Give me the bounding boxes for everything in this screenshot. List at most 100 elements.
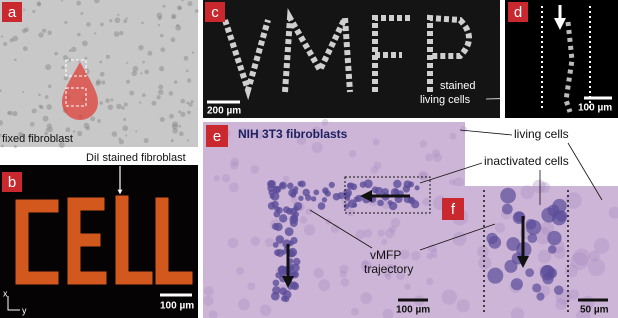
cell — [532, 283, 542, 293]
cell — [384, 228, 395, 239]
cell — [279, 182, 285, 188]
cell — [101, 80, 106, 85]
cell — [181, 0, 184, 2]
cell — [162, 4, 166, 8]
panel-label: c — [211, 4, 219, 21]
cell — [510, 278, 523, 291]
panel-label-box — [442, 198, 464, 220]
cell — [142, 93, 146, 97]
cell — [186, 101, 189, 105]
cell — [190, 100, 194, 104]
leader-line — [309, 209, 496, 251]
cell — [65, 127, 71, 133]
cell — [360, 292, 373, 304]
cell — [94, 32, 97, 35]
cell — [532, 179, 546, 194]
cell — [22, 46, 28, 52]
cell — [156, 12, 163, 19]
cell — [203, 286, 214, 297]
cell — [290, 192, 297, 198]
cell — [86, 22, 91, 27]
cell — [131, 70, 138, 77]
cell — [81, 40, 88, 47]
cell — [147, 50, 153, 56]
cell — [77, 130, 83, 137]
cell — [313, 267, 324, 279]
callout: stained — [440, 80, 475, 92]
cell — [340, 278, 350, 287]
cell — [305, 208, 313, 215]
cell — [510, 307, 525, 318]
cell — [377, 199, 384, 207]
cell — [68, 49, 72, 53]
cell — [183, 55, 189, 61]
cell — [7, 111, 11, 115]
cell — [116, 103, 122, 110]
callout: trajectory — [364, 262, 413, 276]
cell — [271, 200, 279, 209]
cell — [321, 197, 328, 203]
cell — [363, 179, 373, 189]
cell — [100, 22, 104, 27]
cell — [441, 289, 457, 305]
cell — [156, 95, 161, 100]
cell — [352, 202, 358, 208]
cell — [547, 230, 562, 246]
cell — [105, 54, 110, 59]
panel-label-box — [2, 2, 22, 22]
cell — [48, 84, 52, 88]
cell — [99, 71, 105, 77]
cell — [323, 189, 329, 195]
cell — [168, 91, 174, 96]
cell — [426, 252, 434, 260]
cell — [157, 24, 161, 27]
cell — [339, 264, 349, 274]
cell — [250, 165, 260, 174]
scale-bar-label: 50 µm — [580, 305, 609, 316]
cell — [230, 157, 240, 167]
image-background — [203, 122, 465, 318]
cell — [18, 131, 24, 138]
cell — [565, 192, 582, 209]
cell — [253, 130, 264, 141]
cell — [95, 80, 101, 86]
cell — [390, 218, 401, 228]
cell — [144, 69, 150, 75]
cell — [279, 214, 288, 223]
panel-label-box — [2, 172, 22, 192]
cell — [138, 44, 144, 51]
cell — [360, 260, 373, 272]
cell — [540, 221, 554, 235]
panel-b: b x y 100 µm — [0, 165, 198, 318]
cell — [396, 271, 406, 281]
cell — [298, 180, 306, 188]
cell — [478, 256, 492, 270]
cell — [287, 284, 294, 290]
cell — [321, 118, 329, 126]
panel-f: f 50 µm — [433, 179, 618, 318]
cell — [14, 58, 17, 62]
cell — [99, 101, 103, 105]
cell — [525, 268, 535, 278]
cell — [298, 195, 304, 201]
caption: fixed fibroblast — [2, 133, 73, 145]
cell — [370, 166, 379, 174]
cell — [80, 11, 84, 15]
cell — [28, 134, 33, 139]
cell — [13, 145, 17, 148]
cell — [227, 237, 239, 249]
cell — [385, 273, 392, 281]
cell — [363, 228, 373, 238]
cell — [188, 102, 193, 107]
cell — [71, 46, 77, 52]
panel-label: b — [8, 174, 16, 191]
cell — [348, 150, 357, 158]
cell — [142, 60, 145, 64]
panel-title: NIH 3T3 fibroblasts — [238, 127, 348, 141]
cell — [337, 192, 345, 200]
cell — [99, 60, 103, 64]
cell — [121, 106, 125, 110]
cell — [158, 89, 164, 95]
cell — [573, 248, 591, 266]
cell — [44, 95, 49, 99]
